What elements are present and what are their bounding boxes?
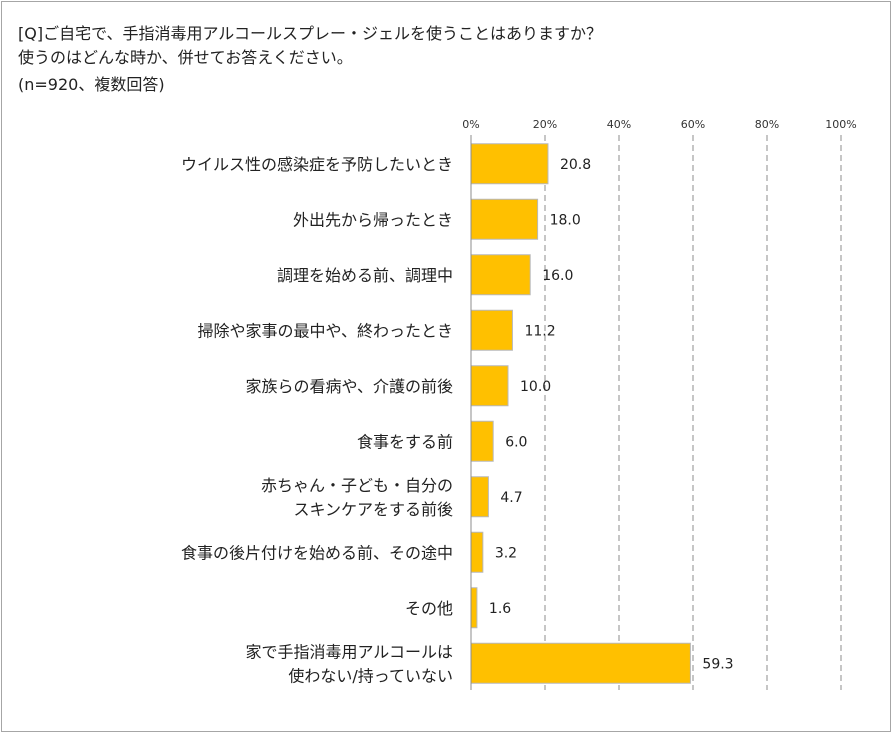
bar xyxy=(470,420,494,462)
bar xyxy=(470,365,509,407)
category-label: 外出先から帰ったとき xyxy=(293,210,453,229)
x-tick-label: 60% xyxy=(681,118,705,131)
value-label: 4.7 xyxy=(500,490,522,506)
category-label: 赤ちゃん・子ども・自分のスキンケアをする前後 xyxy=(261,476,453,519)
question-title: [Q]ご自宅で、手指消毒用アルコールスプレー・ジェルを使うことはありますか？ 使… xyxy=(18,24,602,67)
category-label: 食事をする前 xyxy=(357,432,453,451)
bar xyxy=(470,476,489,518)
x-tick-label: 20% xyxy=(533,118,557,131)
value-label: 20.8 xyxy=(560,157,591,173)
sample-note: (n=920、複数回答) xyxy=(18,75,165,94)
category-label: 家族らの看病や、介護の前後 xyxy=(245,377,453,396)
bar xyxy=(470,309,513,351)
category-label: 掃除や家事の最中や、終わったとき xyxy=(197,321,453,340)
value-label: 3.2 xyxy=(495,545,517,561)
value-label: 11.2 xyxy=(524,323,555,339)
bar xyxy=(470,254,531,296)
value-label: 10.0 xyxy=(520,379,551,395)
bar xyxy=(470,531,484,573)
bar xyxy=(470,642,691,684)
bar xyxy=(470,198,539,240)
bar xyxy=(470,587,478,629)
value-label: 16.0 xyxy=(542,268,573,284)
category-label: ウイルス性の感染症を予防したいとき xyxy=(181,155,453,174)
category-label: 調理を始める前、調理中 xyxy=(277,266,453,285)
value-label: 59.3 xyxy=(702,656,733,672)
value-label: 6.0 xyxy=(505,434,527,450)
x-tick-label: 40% xyxy=(607,118,631,131)
x-tick-label: 100% xyxy=(825,118,856,131)
category-label: その他 xyxy=(405,599,453,618)
category-label: 食事の後片付けを始める前、その途中 xyxy=(181,543,453,562)
x-tick-label: 80% xyxy=(755,118,779,131)
x-tick-label: 0% xyxy=(462,118,479,131)
bar xyxy=(470,143,549,185)
value-label: 1.6 xyxy=(489,601,511,617)
value-label: 18.0 xyxy=(550,212,581,228)
category-label: 家で手指消毒用アルコールは使わない/持っていない xyxy=(245,642,453,685)
